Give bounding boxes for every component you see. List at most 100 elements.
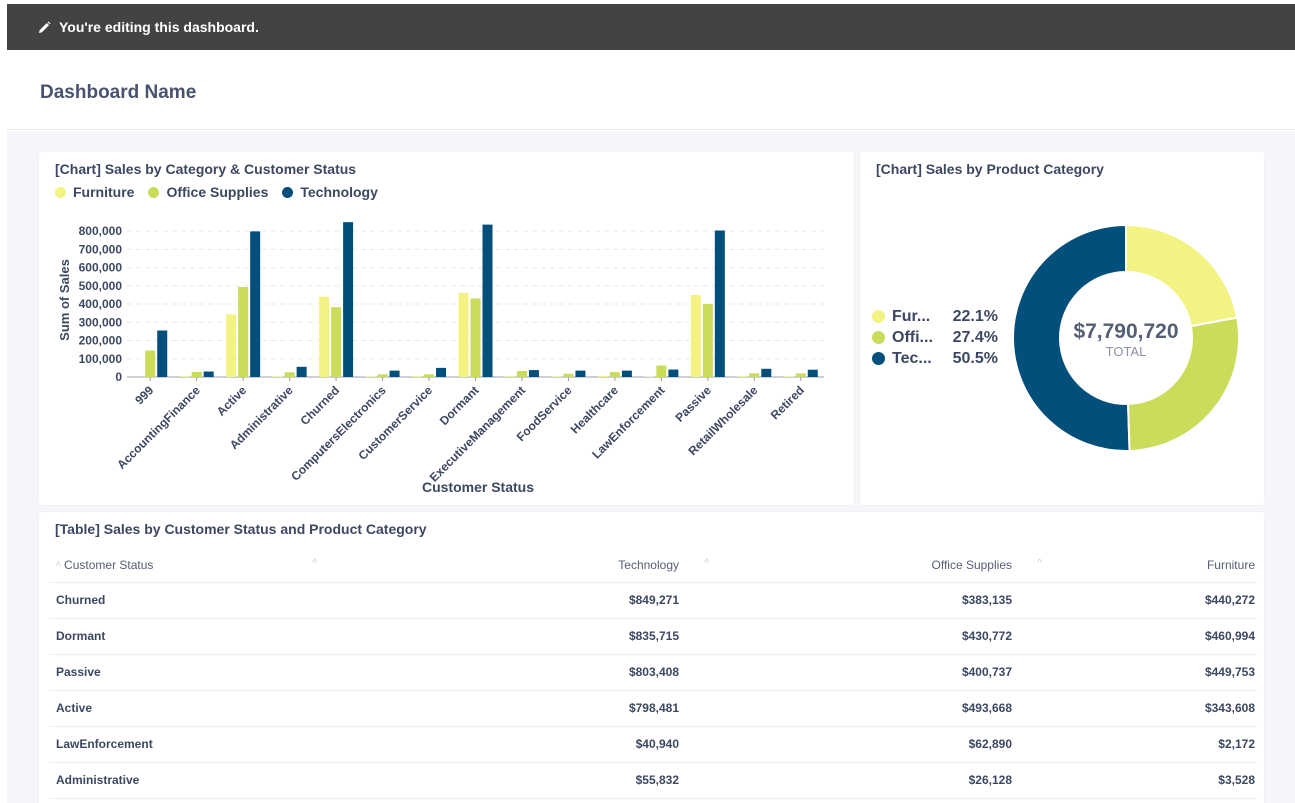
pie-legend-label: Fur... — [892, 307, 931, 325]
donut-slice-office-supplies[interactable] — [1127, 316, 1240, 452]
table-row[interactable]: LawEnforcement $40,940 $62,890 $2,172 — [49, 726, 1257, 763]
bar-technology — [343, 222, 354, 377]
pie-legend-percent: 27.4% — [952, 328, 998, 346]
dashboard-title[interactable]: Dashboard Name — [40, 82, 197, 103]
cell-sales-value: $849,271 — [359, 582, 681, 619]
table-card: [Table] Sales by Customer Status and Pro… — [39, 512, 1264, 803]
y-axis-title: Sum of Sales — [57, 259, 72, 341]
cell-sales-value: $3,528 — [1014, 762, 1257, 799]
bar-office-supplies — [424, 374, 435, 377]
cell-customer-status: LawEnforcement — [49, 726, 359, 763]
pie-legend-label: Offi... — [892, 328, 933, 346]
pie-legend: Fur... 22.1% Offi... 27.4% Tec... 50.5% — [872, 306, 998, 369]
cell-sales-value: $343,608 — [1014, 690, 1257, 727]
cell-sales-value: $2,172 — [1014, 726, 1257, 763]
bar-furniture — [179, 376, 190, 377]
bar-technology — [807, 369, 818, 377]
legend-label-technology: Technology — [300, 184, 378, 200]
bar-chart-legend: Furniture Office Supplies Technology — [55, 184, 378, 200]
bar-furniture — [226, 314, 237, 377]
table-row[interactable]: Active $798,481 $493,668 $343,608 — [49, 690, 1257, 727]
cell-sales-value: $440,272 — [1014, 582, 1257, 619]
legend-dot-office-supplies — [148, 186, 160, 198]
dashboard-header: Dashboard Name — [7, 50, 1295, 130]
column-header-office-supplies[interactable]: Office Supplies ^ — [681, 549, 1042, 583]
cell-sales-value: $493,668 — [681, 690, 1014, 727]
cell-sales-value: $430,772 — [681, 618, 1014, 655]
table-row[interactable]: Dormant $835,715 $430,772 $460,994 — [49, 618, 1257, 655]
bar-office-supplies — [377, 374, 388, 377]
banner-text: You're editing this dashboard. — [59, 19, 259, 35]
cell-sales-value: $400,737 — [681, 654, 1014, 691]
table-row[interactable]: Administrative $55,832 $26,128 $3,528 — [49, 762, 1257, 799]
y-tick-label: 0 — [115, 370, 122, 384]
y-tick-label: 800,000 — [79, 224, 123, 238]
legend-item-technology[interactable]: Technology — [282, 184, 378, 200]
cell-customer-status: Churned — [49, 582, 359, 619]
cell-sales-value: $40,940 — [359, 726, 681, 763]
pie-legend-percent: 50.5% — [952, 349, 998, 367]
pie-chart-title: [Chart] Sales by Product Category — [876, 161, 1104, 177]
bar-technology — [668, 369, 679, 377]
bar-office-supplies — [563, 373, 574, 377]
x-tick-label: 999 — [132, 383, 156, 407]
bar-chart-card[interactable]: [Chart] Sales by Category & Customer Sta… — [39, 152, 854, 505]
cell-sales-value: $460,994 — [1014, 618, 1257, 655]
bar-office-supplies — [191, 371, 202, 377]
x-tick-label: Passive — [672, 383, 714, 425]
column-header-label: Furniture — [1206, 558, 1255, 573]
bar-office-supplies — [795, 373, 806, 377]
bar-office-supplies — [331, 307, 342, 377]
bar-technology — [714, 230, 725, 377]
cell-sales-value: $798,481 — [359, 690, 681, 727]
y-tick-label: 100,000 — [79, 352, 123, 366]
cell-customer-status: Administrative — [49, 762, 359, 799]
pie-legend-furniture[interactable]: Fur... 22.1% — [872, 306, 998, 327]
x-tick-label: Retired — [768, 383, 807, 422]
legend-item-office-supplies[interactable]: Office Supplies — [148, 184, 268, 200]
table-header-row: ^ Customer Status ^ Technology ^ Office Su… — [49, 549, 1257, 583]
cell-customer-status: Active — [49, 690, 359, 727]
bar-furniture — [597, 375, 608, 377]
table-row[interactable]: Passive $803,408 $400,737 $449,753 — [49, 654, 1257, 691]
y-tick-label: 200,000 — [79, 334, 123, 348]
pie-chart-card[interactable]: [Chart] Sales by Product Category Fur...… — [860, 152, 1264, 505]
bar-furniture — [319, 296, 330, 377]
bar-technology — [436, 367, 447, 377]
pie-legend-dot-furniture — [872, 310, 885, 323]
legend-label-furniture: Furniture — [73, 184, 135, 200]
column-header-furniture[interactable]: Furniture — [1014, 549, 1257, 583]
bar-office-supplies — [470, 298, 481, 377]
pie-legend-technology[interactable]: Tec... 50.5% — [872, 348, 998, 369]
cell-sales-value: $835,715 — [359, 618, 681, 655]
donut-total-value: $7,790,720 — [1073, 320, 1178, 343]
donut-total-label: TOTAL — [1106, 344, 1147, 359]
pie-legend-office-supplies[interactable]: Offi... 27.4% — [872, 327, 998, 348]
dashboard-canvas: [Chart] Sales by Category & Customer Sta… — [7, 131, 1295, 803]
y-tick-label: 300,000 — [79, 315, 123, 329]
bar-technology — [761, 368, 772, 377]
bar-furniture — [272, 376, 283, 377]
bar-technology — [482, 224, 493, 377]
cell-sales-value: $55,832 — [359, 762, 681, 799]
bar-office-supplies — [609, 372, 620, 377]
bar-office-supplies — [516, 370, 527, 377]
column-header-customer-status[interactable]: ^ Customer Status ^ — [49, 549, 359, 583]
legend-item-furniture[interactable]: Furniture — [55, 184, 134, 200]
column-header-label: Technology — [618, 558, 679, 573]
donut-slice-furniture[interactable] — [1125, 223, 1239, 328]
donut-slice-technology[interactable] — [1012, 223, 1131, 452]
cell-customer-status: Dormant — [49, 618, 359, 655]
sort-caret-icon: ^ — [312, 558, 317, 570]
y-tick-label: 500,000 — [79, 279, 123, 293]
pie-legend-percent: 22.1% — [952, 307, 998, 325]
legend-dot-technology — [282, 186, 294, 198]
cell-customer-status: Passive — [49, 654, 359, 691]
column-header-technology[interactable]: Technology ^ — [359, 549, 709, 583]
table-row[interactable]: Churned $849,271 $383,135 $440,272 — [49, 582, 1257, 619]
x-tick-label: Active — [214, 383, 250, 419]
x-tick-label: Churned — [297, 383, 342, 428]
x-tick-label: AccountingFinance — [114, 383, 203, 472]
bar-furniture — [365, 376, 376, 377]
bar-furniture — [737, 376, 748, 377]
